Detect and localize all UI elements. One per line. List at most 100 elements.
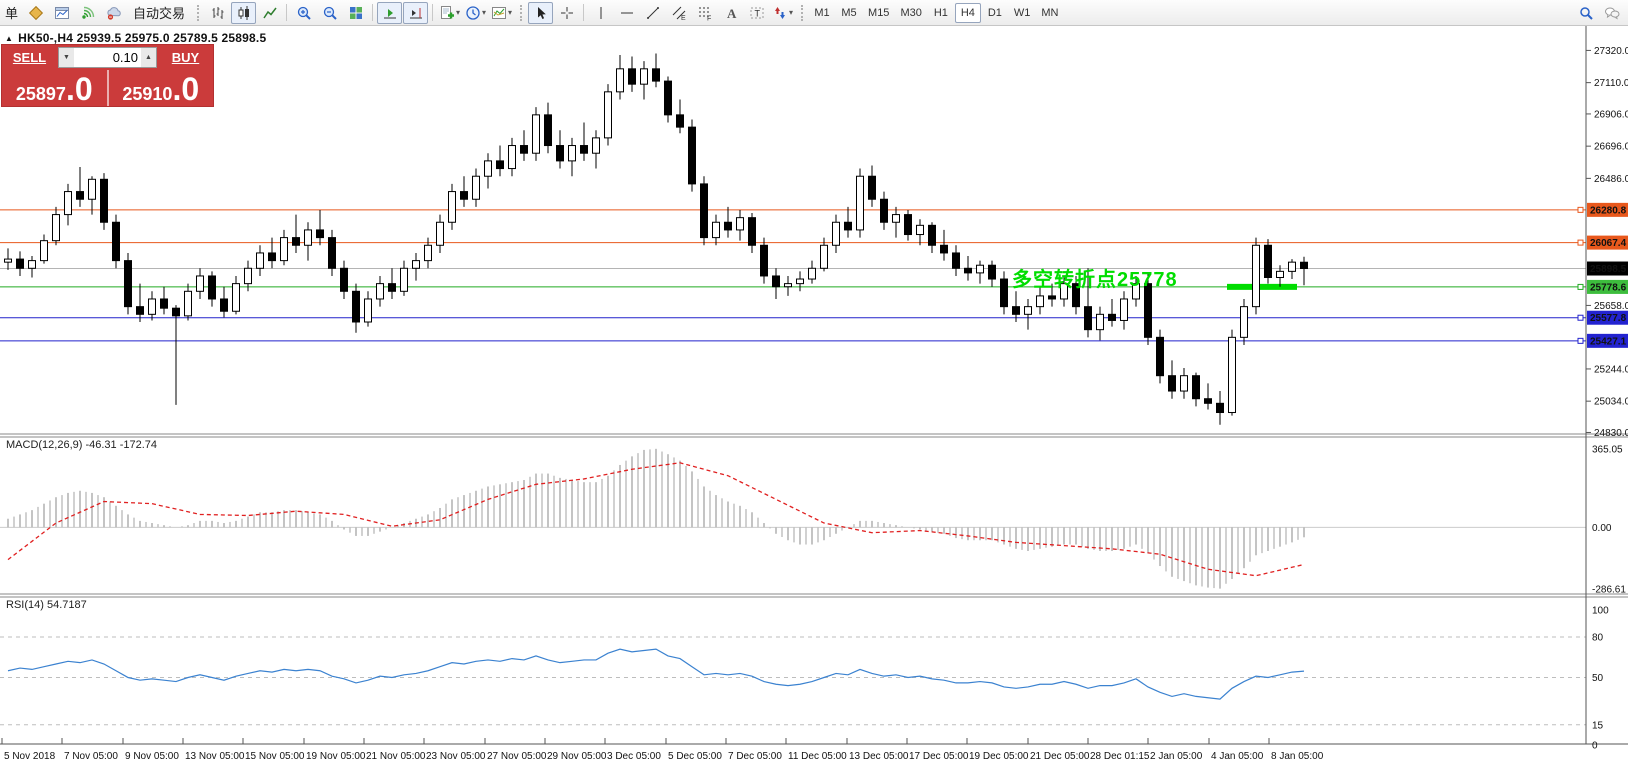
candle-body-down: [172, 307, 180, 317]
timeframe-h4-button[interactable]: H4: [954, 2, 981, 23]
autotrading-button[interactable]: 自动交易: [127, 2, 191, 24]
support-tag[interactable]: [1587, 310, 1628, 325]
candle: [880, 191, 888, 230]
new-chart-icon-button[interactable]: [49, 2, 74, 24]
pivot-annotation-text[interactable]: 多空转折点25778: [1012, 269, 1178, 291]
level-anchor-square[interactable]: [1577, 239, 1584, 246]
quotes-icon-button[interactable]: [23, 2, 48, 24]
text-icon-button[interactable]: A: [718, 2, 743, 24]
candle-body-up: [472, 175, 480, 200]
candle: [484, 153, 492, 189]
candle: [904, 209, 912, 241]
candle-body-up: [40, 240, 48, 262]
zoom-in-icon-button[interactable]: [291, 2, 316, 24]
line-chart-icon-button[interactable]: [257, 2, 282, 24]
tile-windows-icon-button[interactable]: [343, 2, 368, 24]
resistance-tag[interactable]: [1587, 235, 1628, 250]
level-anchor-square[interactable]: [1577, 283, 1584, 290]
time-axis-label: 7 Nov 05:00: [64, 751, 118, 762]
candle-body-down: [100, 178, 108, 223]
timeframe-m15-button[interactable]: M15: [863, 3, 894, 23]
time-axis-label: 2 Jan 05:00: [1150, 751, 1203, 762]
sell-price: 25897 .0: [2, 70, 107, 106]
timeframe-mn-button[interactable]: MN: [1036, 3, 1063, 23]
hline-icon-button[interactable]: [614, 2, 639, 24]
buy-button[interactable]: BUY: [158, 45, 213, 70]
market-cloud-icon-button[interactable]: [101, 2, 126, 24]
level-anchor-square[interactable]: [1577, 206, 1584, 213]
zoom-out-icon-button[interactable]: [317, 2, 342, 24]
candle-body-up: [568, 145, 576, 162]
volume-decrease-button[interactable]: ▼: [59, 48, 74, 67]
candle: [196, 268, 204, 299]
hline-icon: [619, 5, 635, 21]
candle: [400, 260, 408, 296]
pivot-tag[interactable]: [1587, 279, 1628, 294]
candle-body-down: [1300, 261, 1308, 270]
candle: [1000, 271, 1008, 315]
candle: [460, 176, 468, 207]
collapse-arrow-icon[interactable]: ▲: [5, 34, 14, 43]
current-price-tag[interactable]: [1587, 261, 1628, 276]
candle-body-up: [916, 224, 924, 236]
rsi-axis-label: 80: [1592, 633, 1604, 644]
crosshair-icon-button[interactable]: [554, 2, 579, 24]
volume-input[interactable]: [74, 48, 141, 67]
time-axis-label: 13 Nov 05:00: [185, 751, 245, 762]
arrows-icon-button[interactable]: ▾: [770, 2, 795, 24]
chart-shift-icon-button[interactable]: [403, 1, 429, 24]
toolbar-separator: [583, 4, 585, 21]
signal-icon-button[interactable]: [75, 2, 100, 24]
support-tag[interactable]: [1587, 333, 1628, 348]
candle-body-down: [112, 221, 120, 262]
level-anchor-square[interactable]: [1577, 337, 1584, 344]
one-click-trading-panel: SELL ▼ ▲ BUY 25897 .0 25910 .0: [2, 45, 213, 106]
toolbar-drag-handle[interactable]: [197, 4, 200, 21]
timeframe-m5-button[interactable]: M5: [836, 3, 862, 23]
vline-icon-button[interactable]: [588, 2, 613, 24]
toolbar-drag-handle[interactable]: [801, 4, 804, 21]
channel-icon-button[interactable]: E: [666, 2, 691, 24]
order-label[interactable]: 单: [5, 6, 19, 21]
market-cloud-icon: [106, 5, 122, 21]
price-tick-label: 25034.0: [1594, 397, 1628, 408]
periods-icon-button[interactable]: ▾: [463, 2, 488, 24]
add-indicator-icon-button[interactable]: ▾: [437, 2, 462, 24]
chat-icon-button[interactable]: [1599, 2, 1624, 24]
timeframe-d1-button[interactable]: D1: [982, 3, 1008, 23]
candle: [424, 237, 432, 269]
candlestick-icon-button[interactable]: [231, 1, 257, 24]
timeframe-m30-button[interactable]: M30: [895, 3, 926, 23]
bar-chart-icon-button[interactable]: [205, 2, 230, 24]
candle-body-down: [724, 221, 732, 231]
resistance-tag[interactable]: [1587, 202, 1628, 217]
text-icon: A: [723, 5, 739, 21]
label-icon-button[interactable]: T: [744, 2, 769, 24]
candle-body-down: [580, 145, 588, 154]
volume-increase-button[interactable]: ▲: [141, 48, 156, 67]
rsi-pane: [0, 636, 1586, 726]
timeframe-h1-button[interactable]: H1: [928, 3, 954, 23]
level-anchor-square[interactable]: [1577, 314, 1584, 321]
toolbar-drag-handle[interactable]: [520, 4, 523, 21]
sell-button[interactable]: SELL: [2, 45, 57, 70]
candle-body-up: [88, 178, 96, 200]
candle: [928, 222, 936, 253]
timeframe-w1-button[interactable]: W1: [1009, 3, 1036, 23]
toolbar: 单 自动交易 ▾ ▾ ▾ E F A T ▾ M1 M5 M15 M30 H1 H4 D1 W1 MN: [0, 0, 1628, 26]
candle-body-up: [1240, 306, 1248, 338]
fibonacci-icon-button[interactable]: F: [692, 2, 717, 24]
templates-icon-button[interactable]: ▾: [489, 2, 514, 24]
macd-indicator-label: MACD(12,26,9) -46.31 -172.74: [6, 439, 158, 451]
candle-body-down: [628, 68, 636, 85]
price-tick-label: 27320.0: [1594, 46, 1628, 57]
timeframe-m1-button[interactable]: M1: [809, 3, 835, 23]
candle: [1084, 268, 1092, 338]
trendline-icon-button[interactable]: [640, 2, 665, 24]
candle-body-down: [268, 252, 276, 262]
crosshair-icon: [559, 5, 575, 21]
cursor-icon-button[interactable]: [528, 1, 554, 24]
autoscroll-icon-button[interactable]: [377, 1, 403, 24]
search-icon-button[interactable]: [1573, 2, 1598, 24]
candle: [676, 99, 684, 134]
